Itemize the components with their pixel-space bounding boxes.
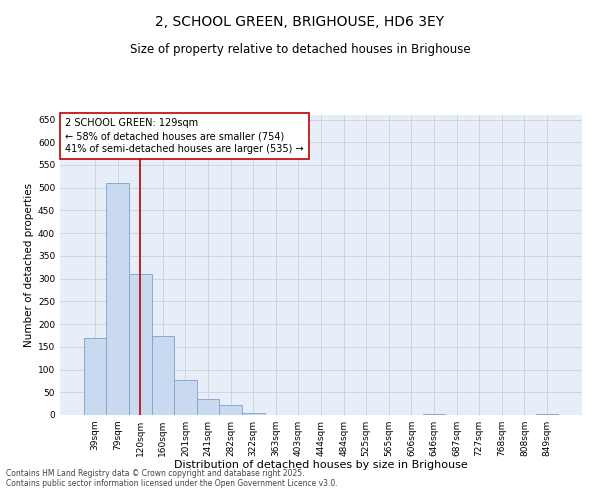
Text: Contains public sector information licensed under the Open Government Licence v3: Contains public sector information licen… [6, 478, 338, 488]
Text: 2 SCHOOL GREEN: 129sqm
← 58% of detached houses are smaller (754)
41% of semi-de: 2 SCHOOL GREEN: 129sqm ← 58% of detached… [65, 118, 304, 154]
Bar [422, 414, 445, 415]
Text: 2, SCHOOL GREEN, BRIGHOUSE, HD6 3EY: 2, SCHOOL GREEN, BRIGHOUSE, HD6 3EY [155, 15, 445, 29]
X-axis label: Distribution of detached houses by size in Brighouse: Distribution of detached houses by size … [174, 460, 468, 470]
Bar [84, 338, 106, 415]
Bar [220, 405, 242, 415]
Bar [174, 380, 197, 415]
Bar [242, 412, 265, 415]
Bar [106, 183, 129, 415]
Text: Size of property relative to detached houses in Brighouse: Size of property relative to detached ho… [130, 42, 470, 56]
Bar [197, 399, 220, 415]
Y-axis label: Number of detached properties: Number of detached properties [24, 183, 34, 347]
Bar [152, 336, 174, 415]
Bar [129, 274, 152, 415]
Bar [536, 414, 558, 415]
Text: Contains HM Land Registry data © Crown copyright and database right 2025.: Contains HM Land Registry data © Crown c… [6, 470, 305, 478]
